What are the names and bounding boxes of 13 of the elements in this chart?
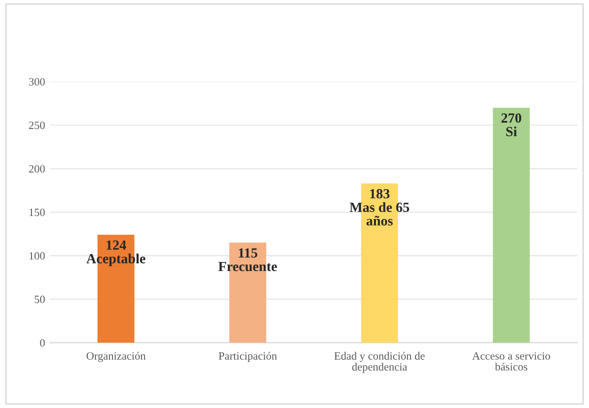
y-tick-label: 50 xyxy=(34,296,45,304)
data-label: 270 Si xyxy=(501,113,522,136)
x-tick-label: Edad y condición de dependencia xyxy=(334,352,425,373)
bar xyxy=(492,108,530,343)
y-tick-label: 0 xyxy=(40,339,45,347)
x-tick-label: Participación xyxy=(218,352,277,362)
y-tick-label: 250 xyxy=(29,122,45,130)
x-tick-label: Acceso a servicio básicos xyxy=(472,352,550,371)
y-tick-label: 150 xyxy=(30,208,45,216)
x-tick-label: Organización xyxy=(86,352,146,362)
y-tick-label: 100 xyxy=(30,252,45,260)
y-tick-label: 200 xyxy=(29,165,45,173)
y-tick-label: 300 xyxy=(29,78,45,86)
